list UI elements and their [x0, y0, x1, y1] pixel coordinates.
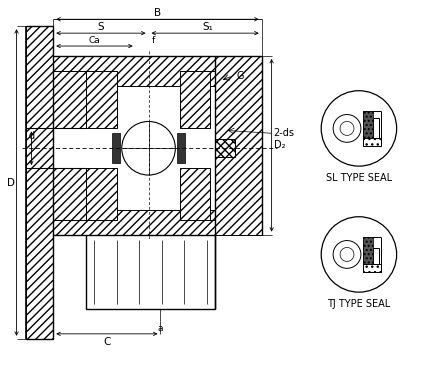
Text: C: C [103, 337, 110, 347]
Text: Ca: Ca [88, 36, 100, 45]
Text: d: d [28, 131, 35, 141]
Polygon shape [112, 133, 120, 163]
Text: D: D [7, 177, 14, 188]
Polygon shape [215, 56, 261, 235]
Text: 2-ds: 2-ds [273, 128, 294, 138]
Text: S₁: S₁ [202, 22, 213, 32]
Text: a: a [157, 324, 163, 333]
Polygon shape [53, 168, 117, 220]
Polygon shape [362, 111, 372, 138]
Polygon shape [180, 71, 210, 128]
Polygon shape [53, 210, 261, 235]
Polygon shape [362, 237, 368, 272]
Polygon shape [362, 138, 380, 146]
Text: f: f [152, 36, 155, 45]
Polygon shape [362, 111, 368, 146]
Circle shape [113, 114, 183, 183]
Polygon shape [26, 26, 53, 339]
Text: SL TYPE SEAL: SL TYPE SEAL [325, 173, 391, 183]
Polygon shape [372, 119, 378, 138]
Text: D₂: D₂ [273, 140, 284, 150]
Text: B: B [154, 8, 161, 18]
Circle shape [321, 217, 396, 292]
Polygon shape [372, 249, 378, 264]
Polygon shape [180, 168, 210, 220]
Text: G: G [236, 71, 243, 81]
Text: S: S [97, 22, 104, 32]
Circle shape [321, 91, 396, 166]
Polygon shape [53, 71, 117, 128]
Text: TJ TYPE SEAL: TJ TYPE SEAL [327, 299, 390, 309]
Polygon shape [177, 133, 185, 163]
Polygon shape [53, 56, 261, 86]
Polygon shape [362, 264, 380, 272]
Polygon shape [362, 237, 372, 264]
Polygon shape [86, 235, 215, 309]
Polygon shape [215, 139, 234, 157]
Circle shape [121, 122, 175, 175]
